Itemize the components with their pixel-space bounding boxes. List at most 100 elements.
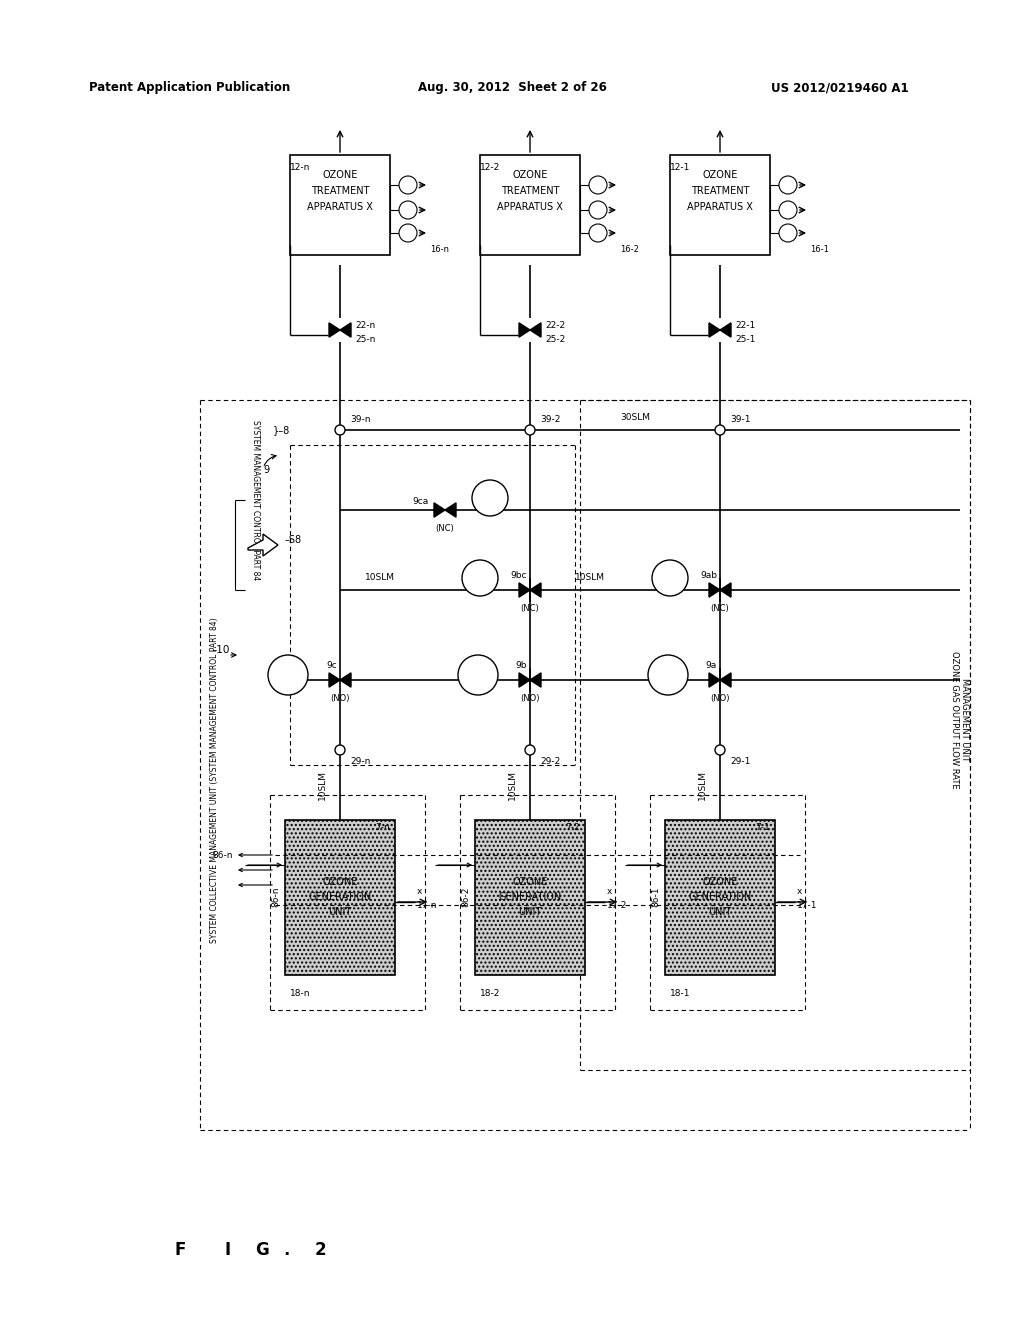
Circle shape <box>525 425 535 436</box>
Circle shape <box>462 560 498 597</box>
Text: 18-2: 18-2 <box>480 989 501 998</box>
Text: I: I <box>225 1241 231 1259</box>
Text: 9ca: 9ca <box>413 498 429 507</box>
Text: APPARATUS X: APPARATUS X <box>307 202 373 213</box>
Bar <box>480 154 580 255</box>
Text: ab: ab <box>664 573 676 583</box>
Text: 9a: 9a <box>706 660 717 669</box>
Circle shape <box>779 176 797 194</box>
Text: UNIT: UNIT <box>518 907 542 917</box>
Text: 39-2: 39-2 <box>540 416 560 425</box>
Text: (NC): (NC) <box>435 524 455 532</box>
Text: OZONE: OZONE <box>702 170 737 180</box>
Circle shape <box>399 201 417 219</box>
Text: 16-2: 16-2 <box>620 246 639 255</box>
Text: 22-2: 22-2 <box>545 321 565 330</box>
Text: UNIT: UNIT <box>329 907 351 917</box>
Text: 86-n: 86-n <box>213 850 233 859</box>
Text: Qs12: Qs12 <box>591 207 605 213</box>
Text: .: . <box>283 1241 290 1259</box>
Text: (NO): (NO) <box>520 693 540 702</box>
Circle shape <box>779 224 797 242</box>
Text: US 2012/0219460 A1: US 2012/0219460 A1 <box>771 82 909 95</box>
Polygon shape <box>709 583 720 597</box>
Text: GENERATION: GENERATION <box>688 892 752 902</box>
Text: 18-n: 18-n <box>290 989 310 998</box>
Circle shape <box>399 176 417 194</box>
Text: –S8: –S8 <box>285 535 302 545</box>
Text: 25-1: 25-1 <box>735 335 756 345</box>
Text: (NC): (NC) <box>520 603 540 612</box>
Text: }–8: }–8 <box>273 425 290 436</box>
Text: 25-2: 25-2 <box>545 335 565 345</box>
Text: TREATMENT: TREATMENT <box>691 186 750 195</box>
Text: TREATMENT: TREATMENT <box>310 186 370 195</box>
Polygon shape <box>329 323 340 337</box>
Polygon shape <box>519 583 530 597</box>
Text: 29-2: 29-2 <box>540 758 560 767</box>
Text: APPARATUS X: APPARATUS X <box>687 202 753 213</box>
Polygon shape <box>530 673 541 688</box>
Text: x: x <box>607 887 612 895</box>
Text: 12-1: 12-1 <box>670 162 690 172</box>
Polygon shape <box>720 323 731 337</box>
Text: OZONE: OZONE <box>323 170 357 180</box>
Polygon shape <box>248 535 278 556</box>
Text: OZONE: OZONE <box>512 170 548 180</box>
Text: 17-n: 17-n <box>417 900 437 909</box>
Text: Cs12: Cs12 <box>401 182 415 187</box>
Text: 39-1: 39-1 <box>730 416 751 425</box>
Text: OZONE: OZONE <box>702 876 737 887</box>
Text: ca: ca <box>484 492 496 503</box>
Circle shape <box>335 744 345 755</box>
Text: 9: 9 <box>263 465 269 475</box>
Text: SYSTEM COLLECTIVE MANAGEMENT UNIT (SYSTEM MANAGEMENT CONTROL PART 84): SYSTEM COLLECTIVE MANAGEMENT UNIT (SYSTE… <box>211 618 219 942</box>
Text: MANAGEMENT UNIT: MANAGEMENT UNIT <box>961 678 970 762</box>
Bar <box>670 154 770 255</box>
Text: (NC): (NC) <box>711 603 729 612</box>
Text: F: F <box>175 1241 186 1259</box>
Text: OZONE GAS OUTPUT FLOW RATE: OZONE GAS OUTPUT FLOW RATE <box>950 651 959 789</box>
Text: 29-1: 29-1 <box>730 758 751 767</box>
Text: x: x <box>797 887 803 895</box>
Text: 9c: 9c <box>327 660 337 669</box>
Text: 25-n: 25-n <box>355 335 376 345</box>
Text: TREATMENT: TREATMENT <box>501 186 559 195</box>
Text: G: G <box>255 1241 268 1259</box>
Text: 9b: 9b <box>515 660 527 669</box>
Text: APPARATUS X: APPARATUS X <box>497 202 563 213</box>
Text: 18-1: 18-1 <box>670 989 690 998</box>
Polygon shape <box>709 323 720 337</box>
Circle shape <box>652 560 688 597</box>
Circle shape <box>268 655 308 696</box>
Text: OZONE: OZONE <box>512 876 548 887</box>
Text: 86-2: 86-2 <box>461 887 470 907</box>
Polygon shape <box>340 673 351 688</box>
Text: 10SLM: 10SLM <box>365 573 395 582</box>
Text: Y: Y <box>596 231 600 235</box>
Text: GENERATION: GENERATION <box>308 892 372 902</box>
Text: 29-n: 29-n <box>350 758 371 767</box>
Text: SYSTEM MANAGEMENT CONTROL PART 84: SYSTEM MANAGEMENT CONTROL PART 84 <box>251 420 259 579</box>
Text: 10SLM: 10SLM <box>508 770 516 800</box>
Text: bc: bc <box>474 573 485 583</box>
Text: 17-1: 17-1 <box>797 900 817 909</box>
Text: Cs12: Cs12 <box>591 182 605 187</box>
Polygon shape <box>519 673 530 688</box>
Text: 17-2: 17-2 <box>607 900 628 909</box>
Bar <box>475 820 585 975</box>
Polygon shape <box>530 323 541 337</box>
Polygon shape <box>340 323 351 337</box>
Polygon shape <box>720 583 731 597</box>
Text: b: b <box>474 671 481 680</box>
Circle shape <box>648 655 688 696</box>
Text: 86-n: 86-n <box>271 887 280 907</box>
Text: (NO): (NO) <box>711 693 730 702</box>
Circle shape <box>399 224 417 242</box>
Circle shape <box>715 744 725 755</box>
Text: 10SLM: 10SLM <box>697 770 707 800</box>
Circle shape <box>472 480 508 516</box>
Text: (NO): (NO) <box>331 693 350 702</box>
Polygon shape <box>445 503 456 517</box>
Text: –10: –10 <box>212 645 230 655</box>
